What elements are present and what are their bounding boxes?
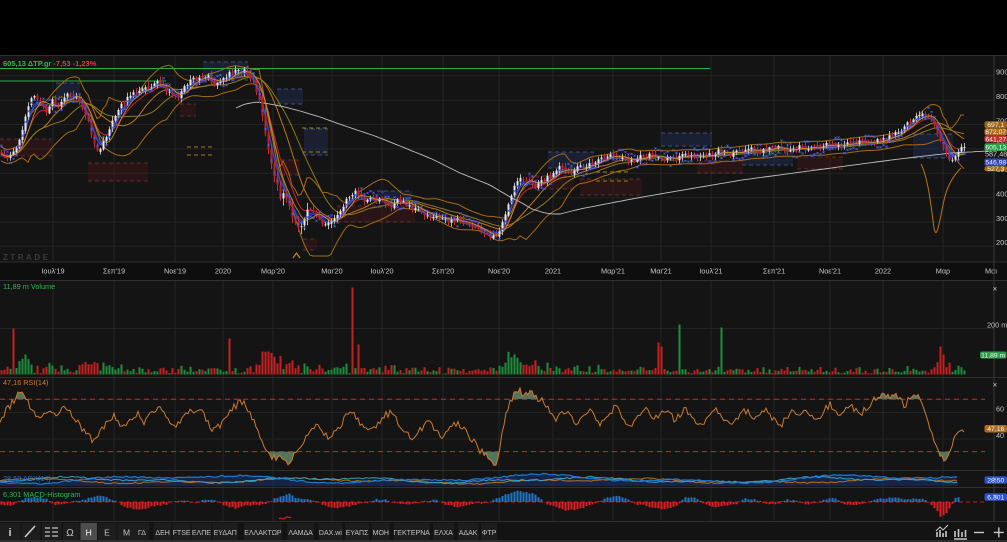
svg-text:ΦΤΡ: ΦΤΡ [482,530,497,537]
svg-text:697,1: 697,1 [987,122,1004,129]
svg-text:11,89 m Volume: 11,89 m Volume [3,282,55,291]
svg-text:28,50: 28,50 [987,477,1004,484]
svg-text:×: × [993,380,998,389]
svg-text:6,301: 6,301 [987,494,1004,501]
svg-text:Μαρ: Μαρ [936,267,950,276]
svg-text:400: 400 [996,189,1007,198]
svg-text:Νοε'21: Νοε'21 [819,267,841,276]
svg-text:605,13 ΔTP.gr -7,53 -1,23%: 605,13 ΔTP.gr -7,53 -1,23% [3,59,97,68]
svg-text:47,16 RSI(14): 47,16 RSI(14) [3,378,48,387]
svg-text:Ιουλ'20: Ιουλ'20 [370,267,393,276]
svg-text:Η: Η [86,528,92,538]
svg-text:546,98: 546,98 [985,160,1006,167]
svg-text:ΕΛΧΑ: ΕΛΧΑ [434,530,453,537]
svg-text:900: 900 [996,68,1007,77]
svg-text:ΔΕΗ: ΔΕΗ [155,530,169,537]
svg-text:Νοε'19: Νοε'19 [164,267,186,276]
svg-text:×: × [993,475,998,484]
svg-text:700: 700 [996,116,1007,125]
svg-text:ΓΔ: ΓΔ [138,530,146,537]
svg-text:587,48: 587,48 [985,150,1007,159]
svg-text:2022: 2022 [875,267,891,276]
svg-text:6,301 MACD-Histogram: 6,301 MACD-Histogram [3,490,80,499]
svg-text:200 m: 200 m [987,321,1007,330]
svg-text:×: × [993,284,998,293]
svg-text:Μαι'21: Μαι'21 [650,267,671,276]
svg-text:ΕΥΔΑΠ: ΕΥΔΑΠ [214,530,237,537]
svg-text:Μαι: Μαι [985,267,997,276]
svg-text:Μαρ'21: Μαρ'21 [601,267,625,276]
svg-text:Ιουλ'21: Ιουλ'21 [699,267,722,276]
svg-text:Μ: Μ [123,528,130,538]
svg-text:DAX.wi: DAX.wi [319,530,342,537]
svg-text:ZTRADE: ZTRADE [3,253,50,262]
svg-text:40: 40 [996,431,1004,440]
svg-text:Ε: Ε [104,528,110,538]
svg-text:Σεπ'19: Σεπ'19 [103,267,125,276]
svg-text:ΕΥΑΠΣ: ΕΥΑΠΣ [346,530,370,537]
svg-text:ΕΛΠΕ: ΕΛΠΕ [192,530,211,537]
svg-text:605,13: 605,13 [985,145,1006,152]
svg-text:ΓΕΚΤΕΡΝΑ: ΓΕΚΤΕΡΝΑ [393,530,430,537]
svg-text:Σεπ'21: Σεπ'21 [763,267,785,276]
svg-text:Ω: Ω [66,528,74,539]
svg-text:Μαρ'20: Μαρ'20 [261,267,285,276]
svg-text:FTSE: FTSE [173,530,191,537]
svg-text:i: i [8,527,11,539]
svg-text:ΛΑΜΔΑ: ΛΑΜΔΑ [288,530,313,537]
svg-text:ΕΛΛΑΚΤΩΡ: ΕΛΛΑΚΤΩΡ [244,530,282,537]
svg-text:527,3: 527,3 [987,166,1004,173]
svg-text:ΜΟΗ: ΜΟΗ [373,530,389,537]
svg-text:2021: 2021 [545,267,561,276]
svg-text:200: 200 [996,238,1007,247]
svg-text:Ιουλ'19: Ιουλ'19 [41,267,64,276]
svg-text:ΑΔΑΚ: ΑΔΑΚ [459,530,478,537]
svg-text:Μαι'20: Μαι'20 [321,267,342,276]
svg-text:47,16: 47,16 [987,426,1004,433]
svg-text:60: 60 [996,405,1004,414]
svg-text:Νοε'20: Νοε'20 [488,267,510,276]
svg-text:800: 800 [996,92,1007,101]
svg-text:28,50 ADX(14): 28,50 ADX(14) [3,474,51,483]
svg-text:2020: 2020 [215,267,231,276]
svg-text:641,27: 641,27 [985,136,1006,143]
svg-text:672,07: 672,07 [985,129,1006,136]
svg-text:300: 300 [996,214,1007,223]
svg-text:×: × [993,492,998,501]
svg-text:11,89 m: 11,89 m [981,352,1005,359]
svg-text:Σεπ'20: Σεπ'20 [432,267,454,276]
